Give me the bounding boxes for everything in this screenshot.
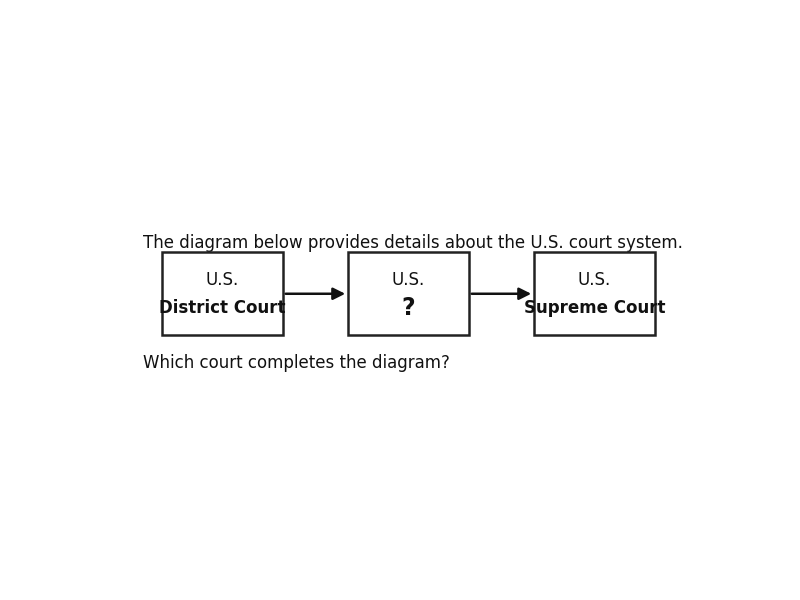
Text: District Court: District Court: [159, 299, 286, 317]
Text: Which court completes the diagram?: Which court completes the diagram?: [143, 354, 450, 372]
Text: ?: ?: [402, 296, 415, 320]
Text: U.S.: U.S.: [392, 271, 425, 289]
Text: U.S.: U.S.: [206, 271, 239, 289]
Text: U.S.: U.S.: [578, 271, 611, 289]
Bar: [162, 252, 283, 335]
Text: Supreme Court: Supreme Court: [524, 299, 666, 317]
Text: The diagram below provides details about the U.S. court system.: The diagram below provides details about…: [143, 234, 683, 252]
Bar: [534, 252, 655, 335]
Bar: [348, 252, 469, 335]
